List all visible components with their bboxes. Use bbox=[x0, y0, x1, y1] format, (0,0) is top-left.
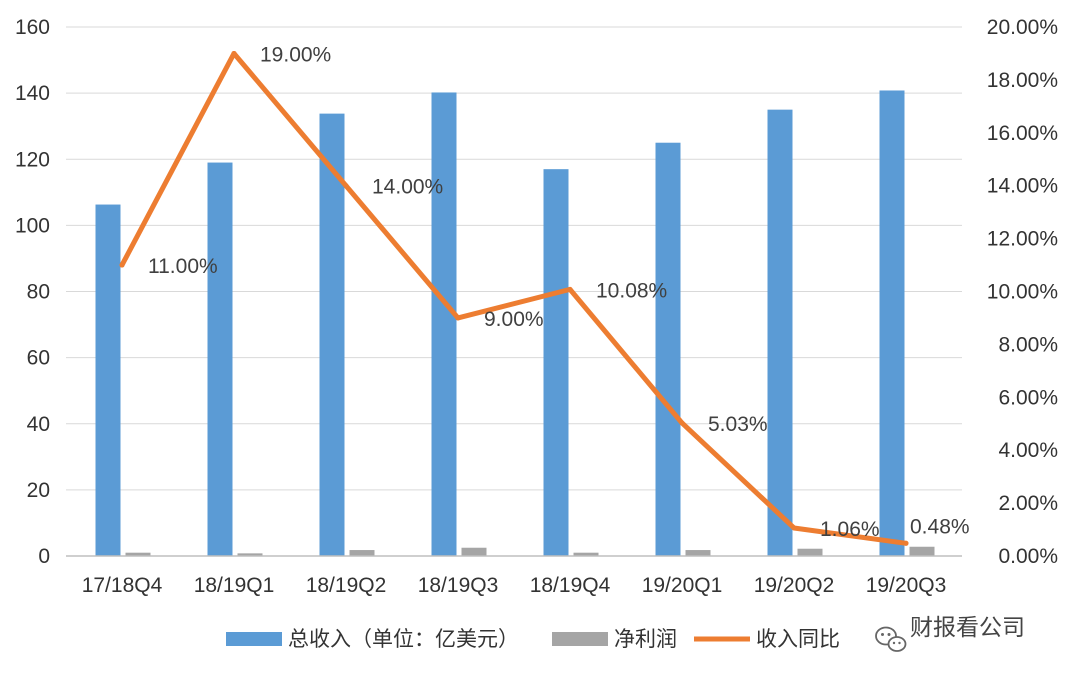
left-axis-tick-label: 120 bbox=[15, 148, 50, 171]
right-axis-tick-label: 8.00% bbox=[998, 333, 1058, 356]
bar-revenue bbox=[207, 162, 233, 556]
line-data-labels: 11.00% 19.00% 14.00% 9.00% 10.08% 5.03% 1.06% 0… bbox=[148, 43, 970, 541]
right-axis-tick-label: 0.00% bbox=[998, 545, 1058, 568]
right-axis-tick-label: 20.00% bbox=[987, 16, 1058, 39]
bar-revenue bbox=[543, 169, 569, 556]
left-axis-tick-label: 20 bbox=[27, 479, 50, 502]
bar-net-profit bbox=[797, 548, 823, 556]
right-axis-tick-label: 16.00% bbox=[987, 122, 1058, 145]
x-axis-tick-label: 19/20Q2 bbox=[754, 574, 835, 597]
left-axis-ticks: 0 20 40 60 80 100 120 140 160 bbox=[15, 16, 50, 568]
bar-net-profit bbox=[349, 550, 375, 556]
x-axis-tick-label: 18/19Q3 bbox=[418, 574, 499, 597]
yoy-data-label: 11.00% bbox=[148, 255, 218, 278]
bar-series bbox=[95, 90, 935, 557]
yoy-data-label: 14.00% bbox=[372, 176, 443, 199]
right-axis-tick-label: 12.00% bbox=[987, 228, 1058, 251]
yoy-point bbox=[231, 50, 237, 56]
yoy-point bbox=[343, 183, 349, 189]
yoy-data-label: 1.06% bbox=[820, 518, 880, 541]
x-axis-tick-label: 17/18Q4 bbox=[82, 574, 163, 597]
watermark: 财报看公司 bbox=[875, 615, 1025, 652]
left-axis-tick-label: 40 bbox=[27, 413, 50, 436]
right-axis-tick-label: 18.00% bbox=[987, 69, 1058, 92]
yoy-point bbox=[455, 315, 461, 321]
x-axis-tick-label: 19/20Q3 bbox=[866, 574, 947, 597]
yoy-data-label: 9.00% bbox=[484, 308, 544, 331]
yoy-data-label: 0.48% bbox=[910, 515, 970, 538]
bar-net-profit bbox=[685, 550, 711, 556]
bar-net-profit bbox=[237, 553, 263, 556]
legend-swatch-revenue bbox=[226, 632, 282, 646]
left-axis-tick-label: 100 bbox=[15, 214, 50, 237]
left-axis-tick-label: 60 bbox=[27, 347, 50, 370]
left-axis-tick-label: 0 bbox=[38, 545, 50, 568]
bar-net-profit bbox=[573, 552, 599, 556]
bar-net-profit bbox=[125, 552, 151, 556]
legend-swatch-profit bbox=[552, 632, 608, 646]
watermark-text: 财报看公司 bbox=[910, 615, 1025, 641]
bar-revenue bbox=[95, 204, 121, 556]
yoy-point bbox=[791, 525, 797, 531]
x-axis-tick-label: 18/19Q1 bbox=[194, 574, 275, 597]
legend-label-profit: 净利润 bbox=[614, 627, 677, 651]
bar-revenue bbox=[767, 109, 793, 556]
x-axis-ticks: 17/18Q4 18/19Q1 18/19Q2 18/19Q3 18/19Q4 19/20… bbox=[82, 574, 947, 597]
left-axis-tick-label: 140 bbox=[15, 82, 50, 105]
line-series bbox=[119, 50, 909, 546]
yoy-data-label: 10.08% bbox=[596, 279, 667, 302]
x-axis-tick-label: 18/19Q4 bbox=[530, 574, 611, 597]
bar-revenue bbox=[879, 90, 905, 556]
yoy-point bbox=[903, 540, 909, 546]
bar-revenue bbox=[655, 142, 681, 556]
yoy-data-label: 5.03% bbox=[708, 413, 768, 436]
yoy-point bbox=[119, 262, 125, 268]
left-axis-tick-label: 160 bbox=[15, 16, 50, 39]
bar-revenue bbox=[319, 113, 345, 556]
yoy-line bbox=[119, 50, 909, 546]
wechat-icon bbox=[875, 626, 907, 652]
right-axis-tick-label: 4.00% bbox=[998, 439, 1058, 462]
x-axis-tick-label: 18/19Q2 bbox=[306, 574, 387, 597]
right-axis-tick-label: 10.00% bbox=[987, 281, 1058, 304]
legend: 总收入（单位：亿美元） 净利润 收入同比 bbox=[226, 627, 840, 651]
left-axis-tick-label: 80 bbox=[27, 281, 50, 304]
yoy-point bbox=[567, 286, 573, 292]
x-axis-tick-label: 19/20Q1 bbox=[642, 574, 723, 597]
yoy-data-label: 19.00% bbox=[260, 43, 331, 66]
bar-revenue bbox=[431, 92, 457, 557]
right-axis-tick-label: 6.00% bbox=[998, 386, 1058, 409]
right-axis-tick-label: 2.00% bbox=[998, 492, 1058, 515]
bar-net-profit bbox=[909, 546, 935, 556]
right-axis-ticks: 0.00% 2.00% 4.00% 6.00% 8.00% 10.00% 12.00% 14.… bbox=[987, 16, 1058, 568]
yoy-point bbox=[679, 420, 685, 426]
bar-net-profit bbox=[461, 547, 487, 556]
legend-label-yoy: 收入同比 bbox=[756, 627, 840, 651]
legend-label-revenue: 总收入（单位：亿美元） bbox=[288, 627, 519, 651]
right-axis-tick-label: 14.00% bbox=[987, 175, 1058, 198]
